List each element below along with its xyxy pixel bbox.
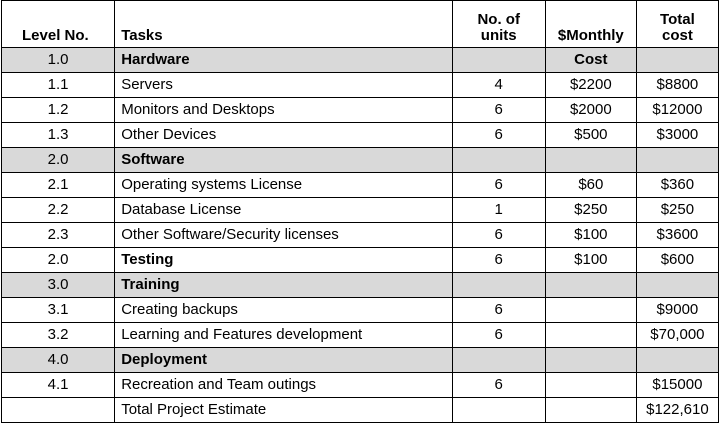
cell-total [635,147,720,173]
cell-task: Deployment [114,347,453,373]
cell-level: 1.0 [0,47,116,73]
cell-monthly [544,397,637,423]
cell-total: $9000 [635,297,720,323]
section-row: 4.0 Deployment [0,347,720,373]
section-row: 2.0 Software [0,147,720,173]
table-row: 2.3 Other Software/Security licenses 6 $100… [0,222,720,248]
cell-units [451,347,546,373]
table-row: 2.0 Testing 6 $100 $600 [0,247,720,273]
cell-task: Servers [114,72,453,98]
cell-monthly [544,347,637,373]
cell-monthly [544,322,637,348]
cell-units: 4 [451,72,546,98]
header-total: Total cost [635,0,720,48]
cell-total [635,272,720,298]
cell-units: 6 [451,322,546,348]
cell-level: 2.1 [0,172,116,198]
cell-task: Software [114,147,453,173]
cell-total: $122,610 [635,397,720,423]
cell-task: Other Devices [114,122,453,148]
cell-monthly [544,372,637,398]
cell-level: 2.0 [0,247,116,273]
cell-task: Operating systems License [114,172,453,198]
cell-units [451,272,546,298]
cell-monthly: $60 [544,172,637,198]
cell-units [451,397,546,423]
table-row: 1.1 Servers 4 $2200 $8800 [0,72,720,98]
cell-total: $15000 [635,372,720,398]
cell-level: 2.2 [0,197,116,223]
cell-units: 6 [451,297,546,323]
cell-task: Total Project Estimate [114,397,453,423]
cell-level: 3.1 [0,297,116,323]
cell-level: 2.0 [0,147,116,173]
header-level: Level No. [0,0,116,48]
cell-monthly [544,297,637,323]
cell-monthly [544,272,637,298]
table-body: 1.0 Hardware Cost 1.1 Servers 4 $2200 $8800 1.2 M… [0,47,720,423]
cell-level: 3.2 [0,322,116,348]
cell-level: 2.3 [0,222,116,248]
table-row: 4.1 Recreation and Team outings 6 $15000 [0,372,720,398]
cell-monthly: $100 [544,222,637,248]
cell-monthly: $2000 [544,97,637,123]
section-row: 3.0 Training [0,272,720,298]
cell-monthly: $500 [544,122,637,148]
cell-monthly: $2200 [544,72,637,98]
cell-units: 6 [451,372,546,398]
cell-task: Training [114,272,453,298]
cell-total: $12000 [635,97,720,123]
cell-total: $360 [635,172,720,198]
cell-level: 4.1 [0,372,116,398]
cell-total: $250 [635,197,720,223]
cell-total: $600 [635,247,720,273]
cell-total: $3600 [635,222,720,248]
table-row: 3.2 Learning and Features development 6 $70… [0,322,720,348]
cell-units: 6 [451,122,546,148]
header-tasks: Tasks [114,0,453,48]
cell-units: 1 [451,197,546,223]
cell-task: Creating backups [114,297,453,323]
cell-task: Other Software/Security licenses [114,222,453,248]
cell-monthly: Cost [544,47,637,73]
table-row: 3.1 Creating backups 6 $9000 [0,297,720,323]
cell-task: Hardware [114,47,453,73]
cell-level: 1.1 [0,72,116,98]
cell-level: 4.0 [0,347,116,373]
cell-level: 1.3 [0,122,116,148]
cell-task: Monitors and Desktops [114,97,453,123]
cell-units [451,47,546,73]
cell-total: $8800 [635,72,720,98]
cell-monthly: $100 [544,247,637,273]
cell-units: 6 [451,172,546,198]
table-row: 1.3 Other Devices 6 $500 $3000 [0,122,720,148]
cell-monthly [544,147,637,173]
cell-task: Learning and Features development [114,322,453,348]
cell-total: $70,000 [635,322,720,348]
cell-level: 1.2 [0,97,116,123]
cell-total [635,347,720,373]
table-row: 2.1 Operating systems License 6 $60 $360 [0,172,720,198]
table-row: 2.2 Database License 1 $250 $250 [0,197,720,223]
cell-total: $3000 [635,122,720,148]
table-row: 1.2 Monitors and Desktops 6 $2000 $12000 [0,97,720,123]
cell-task: Testing [114,247,453,273]
section-row: 1.0 Hardware Cost [0,47,720,73]
cell-level [0,397,116,423]
table-row: Total Project Estimate $122,610 [0,397,720,423]
header-monthly: $Monthly [544,0,637,48]
cell-units: 6 [451,222,546,248]
cell-level: 3.0 [0,272,116,298]
cell-task: Database License [114,197,453,223]
cell-monthly: $250 [544,197,637,223]
table-header-row: Level No. Tasks No. of units $Monthly To… [0,0,720,48]
cell-total [635,47,720,73]
cell-units: 6 [451,97,546,123]
cell-units [451,147,546,173]
header-units: No. of units [451,0,546,48]
cell-task: Recreation and Team outings [114,372,453,398]
cell-units: 6 [451,247,546,273]
